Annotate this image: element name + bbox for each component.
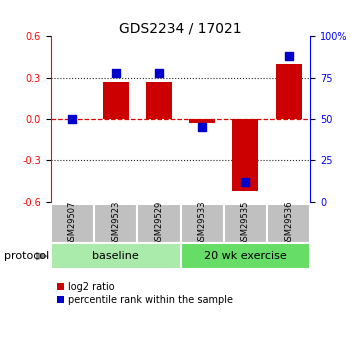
Bar: [267, 204, 310, 243]
Point: [156, 70, 162, 76]
Point: [113, 70, 118, 76]
Text: GSM29535: GSM29535: [241, 201, 250, 246]
Text: GSM29523: GSM29523: [111, 201, 120, 246]
Text: baseline: baseline: [92, 251, 139, 261]
Bar: [232, 119, 258, 191]
Bar: [276, 64, 302, 119]
Bar: [51, 204, 94, 243]
Bar: [189, 119, 215, 123]
Bar: [137, 204, 180, 243]
Bar: [94, 204, 137, 243]
Text: protocol: protocol: [4, 251, 49, 261]
Bar: [180, 243, 310, 269]
Bar: [51, 243, 180, 269]
Text: GSM29529: GSM29529: [155, 201, 163, 246]
Text: GSM29533: GSM29533: [198, 201, 206, 246]
Bar: [103, 82, 129, 119]
Point: [199, 125, 205, 130]
Bar: [224, 204, 267, 243]
Polygon shape: [36, 252, 49, 260]
Point: [69, 116, 75, 122]
Text: GSM29507: GSM29507: [68, 201, 77, 246]
Bar: [146, 82, 172, 119]
Text: GSM29536: GSM29536: [284, 201, 293, 246]
Point: [243, 179, 248, 185]
Title: GDS2234 / 17021: GDS2234 / 17021: [119, 21, 242, 35]
Text: 20 wk exercise: 20 wk exercise: [204, 251, 287, 261]
Bar: [180, 204, 224, 243]
Point: [286, 53, 292, 59]
Legend: log2 ratio, percentile rank within the sample: log2 ratio, percentile rank within the s…: [53, 278, 237, 309]
